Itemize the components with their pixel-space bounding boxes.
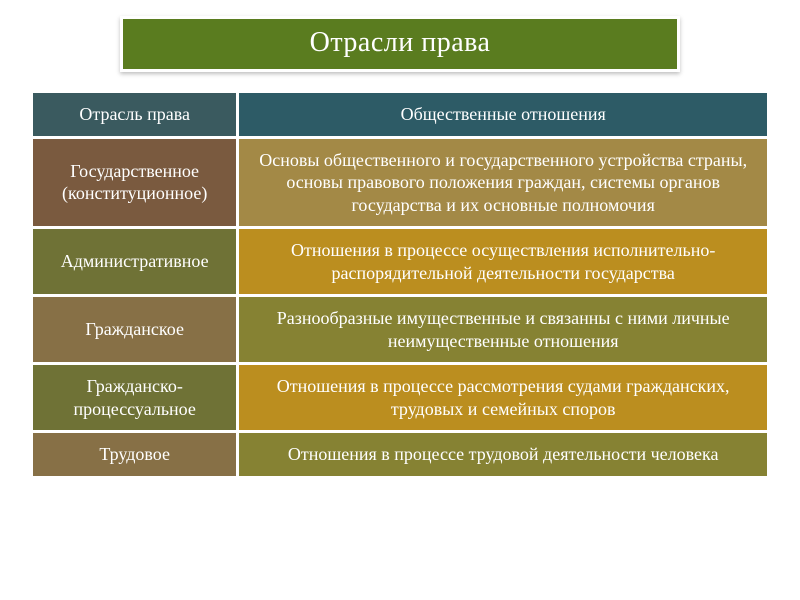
header-relations: Общественные отношения: [238, 92, 769, 138]
slide-title: Отрасли права: [123, 19, 677, 69]
title-box: Отрасли права: [120, 16, 680, 72]
table-row: Гражданско-процессуальное Отношения в пр…: [32, 364, 769, 432]
branch-cell: Трудовое: [32, 432, 238, 478]
branch-cell: Административное: [32, 228, 238, 296]
table-row: Административное Отношения в процессе ос…: [32, 228, 769, 296]
table-row: Трудовое Отношения в процессе трудовой д…: [32, 432, 769, 478]
law-table: Отрасль права Общественные отношения Гос…: [30, 90, 770, 479]
header-branch: Отрасль права: [32, 92, 238, 138]
slide: Отрасли права Отрасль права Общественные…: [0, 0, 800, 495]
relations-cell: Основы общественного и государственного …: [238, 137, 769, 228]
branch-cell: Гражданское: [32, 296, 238, 364]
relations-cell: Отношения в процессе рассмотрения судами…: [238, 364, 769, 432]
relations-cell: Отношения в процессе осуществления испол…: [238, 228, 769, 296]
table-row: Гражданское Разнообразные имущественные …: [32, 296, 769, 364]
table-header-row: Отрасль права Общественные отношения: [32, 92, 769, 138]
table-row: Государственное (конституционное) Основы…: [32, 137, 769, 228]
relations-cell: Отношения в процессе трудовой деятельнос…: [238, 432, 769, 478]
branch-cell: Государственное (конституционное): [32, 137, 238, 228]
branch-cell: Гражданско-процессуальное: [32, 364, 238, 432]
relations-cell: Разнообразные имущественные и связанны с…: [238, 296, 769, 364]
